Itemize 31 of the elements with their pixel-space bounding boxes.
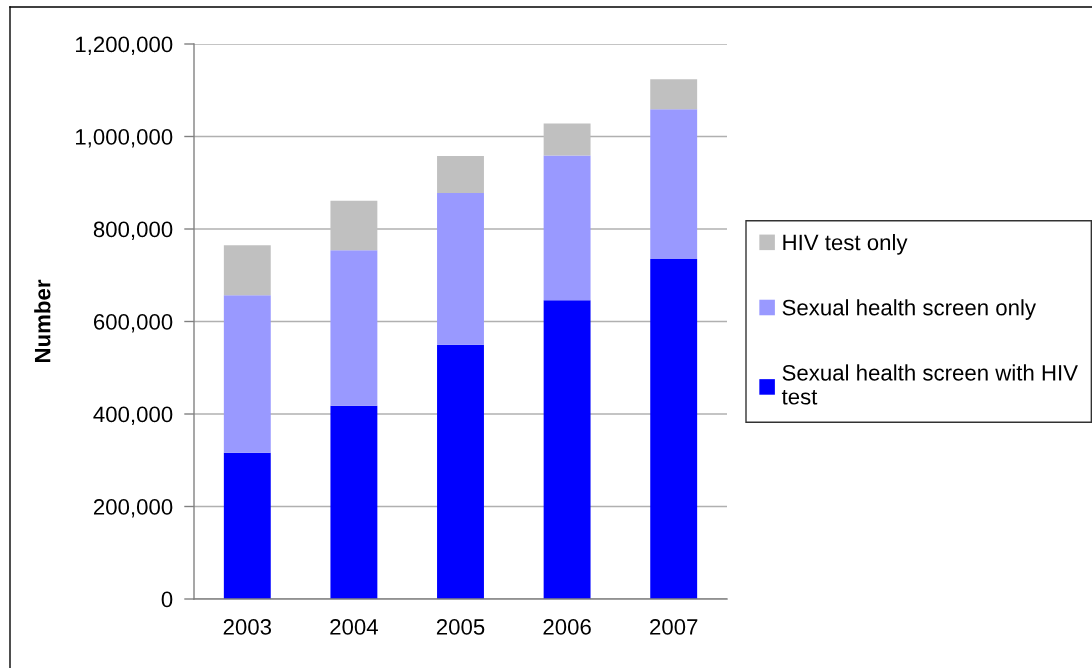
- y-tick-label: 1,000,000: [76, 129, 173, 148]
- legend-label: Sexual health screen only: [782, 299, 1036, 320]
- bar: [330, 250, 378, 406]
- x-tick-label: 2005: [436, 619, 485, 635]
- y-tick-label: 800,000: [93, 221, 173, 240]
- x-tick-label: 2003: [223, 619, 272, 635]
- bar: [223, 245, 271, 296]
- legend-label: Sexual health screen with HIV test: [781, 364, 1078, 405]
- bar: [543, 300, 591, 599]
- y-tick-label: 200,000: [93, 499, 173, 518]
- bar: [543, 155, 591, 301]
- bar: [437, 344, 484, 599]
- bar: [330, 200, 378, 251]
- y-tick-label: 600,000: [93, 314, 173, 333]
- x-tick-label: 2006: [543, 619, 591, 635]
- bar: [650, 259, 698, 599]
- bar: [543, 123, 591, 156]
- y-axis-title: Number: [34, 279, 51, 362]
- x-tick-label: 2007: [650, 619, 698, 635]
- bar: [223, 452, 271, 599]
- y-tick-label: 1,200,000: [76, 36, 173, 55]
- bar: [437, 155, 484, 193]
- bar: [223, 295, 271, 453]
- legend-label: HIV test only: [783, 234, 908, 255]
- y-tick-label: 400,000: [93, 406, 173, 425]
- x-tick-label: 2004: [330, 619, 378, 635]
- bar: [650, 109, 698, 260]
- bar: [650, 79, 698, 110]
- bar: [330, 405, 378, 599]
- y-tick-label: 0: [161, 591, 173, 608]
- bar: [437, 192, 484, 345]
